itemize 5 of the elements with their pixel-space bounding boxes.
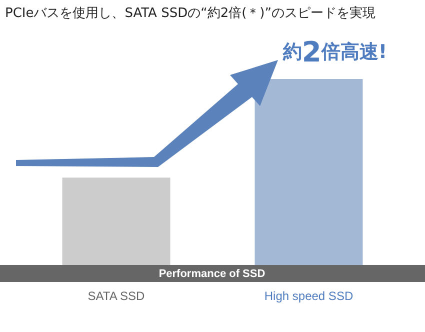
x-tick-label: SATA SSD	[88, 289, 146, 303]
x-axis-title: Performance of SSD	[158, 268, 266, 280]
chart-title: PCIeバスを使用し、SATA SSDの“約2倍(＊)”のスピードを実現	[5, 5, 376, 21]
x-tick-label: High speed SSD	[264, 289, 354, 303]
text: 約2倍高速!	[282, 36, 388, 68]
